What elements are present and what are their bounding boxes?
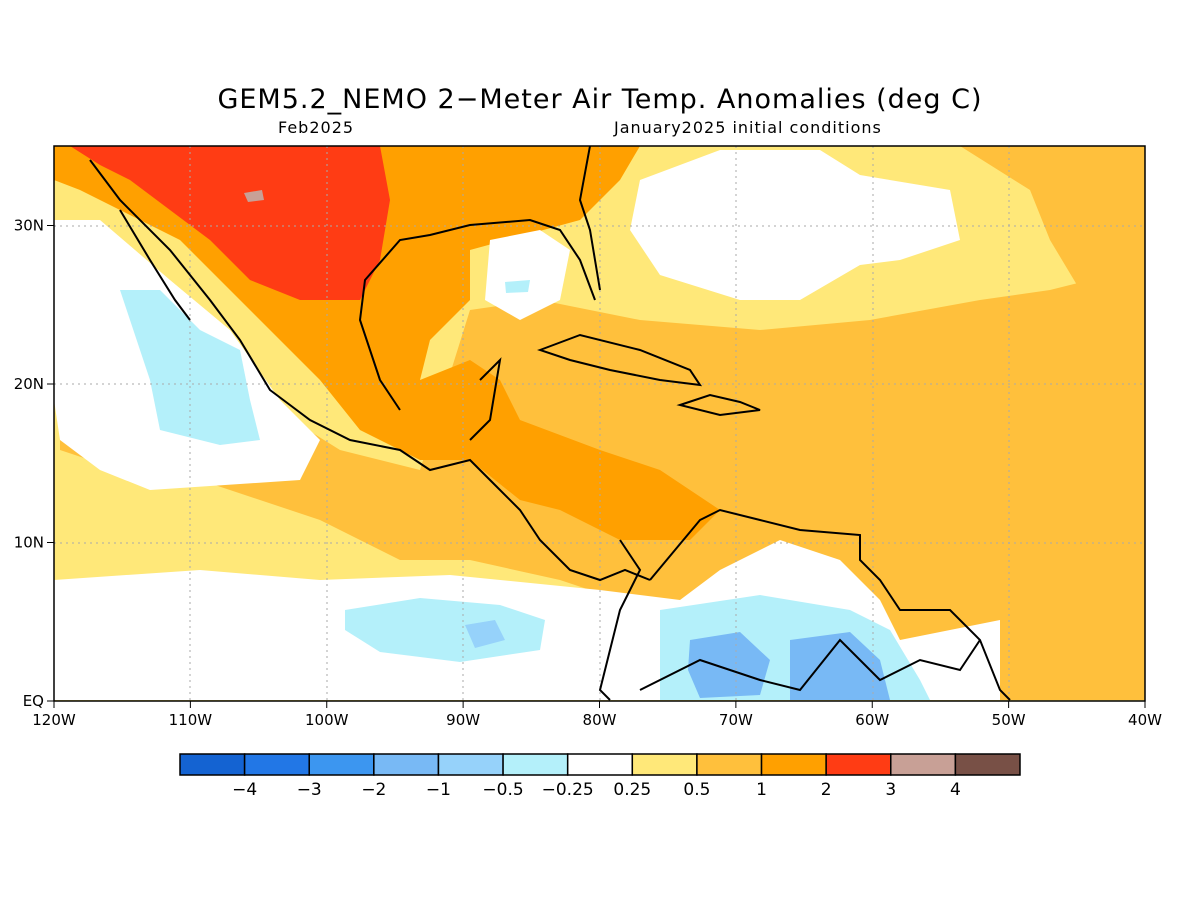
colorbar-label: −2: [361, 780, 386, 800]
colorbar-swatch: [696, 753, 763, 776]
lon-tick-label: 70W: [719, 711, 753, 729]
lon-tick-label: 40W: [1128, 711, 1162, 729]
colorbar-swatch: [954, 753, 1021, 776]
map-title: GEM5.2_NEMO 2−Meter Air Temp. Anomalies …: [217, 84, 983, 115]
colorbar-label: −3: [297, 780, 322, 800]
lon-tick-label: 110W: [169, 711, 213, 729]
colorbar-swatch: [502, 753, 569, 776]
lat-tick-label: 30N: [14, 217, 44, 235]
colorbar-label: 1: [756, 780, 767, 800]
slight-cool-region: [120, 290, 260, 445]
lon-tick-label: 60W: [855, 711, 889, 729]
lat-tick-label: 20N: [14, 375, 44, 393]
graticule: [54, 146, 1145, 701]
neutral-region: [485, 230, 570, 320]
colorbar-swatch: [437, 753, 504, 776]
colorbar-label: 2: [821, 780, 832, 800]
lat-tick-label: EQ: [23, 692, 44, 710]
latitude-axis: EQ 10N 20N 30N: [14, 217, 54, 710]
colorbar-swatch: [179, 753, 246, 776]
lon-tick-label: 50W: [992, 711, 1026, 729]
colorbar-label: 0.25: [613, 780, 651, 800]
lat-tick-label: 10N: [14, 534, 44, 552]
colorbar-label: −4: [232, 780, 257, 800]
subtitle-forecast-month: Feb2025: [278, 118, 355, 137]
colorbar-swatch: [308, 753, 375, 776]
anomaly-shading: [54, 146, 1145, 701]
neutral-region: [630, 150, 960, 300]
colorbar: −4 −3 −2 −1 −0.5 −0.25 0.25 0.5 1 2 3 4: [179, 753, 1021, 800]
colorbar-label: −0.5: [482, 780, 523, 800]
lon-tick-label: 100W: [305, 711, 349, 729]
colorbar-swatch: [566, 753, 634, 776]
colorbar-label: −0.25: [542, 780, 594, 800]
colorbar-swatch: [760, 753, 827, 776]
lon-tick-label: 120W: [32, 711, 76, 729]
colorbar-swatch: [373, 753, 440, 776]
colorbar-swatch: [631, 753, 698, 776]
colorbar-swatch: [890, 753, 957, 776]
cool-region: [688, 632, 770, 698]
slight-cool-region: [505, 280, 530, 293]
mild-warm-region: [960, 146, 1145, 300]
lon-tick-label: 90W: [446, 711, 480, 729]
coastlines: [89, 146, 1011, 701]
very-warm-region: [70, 146, 390, 300]
slight-cool-region: [345, 598, 545, 662]
extreme-warm-spot: [244, 190, 264, 202]
colorbar-label: 0.5: [683, 780, 710, 800]
lon-tick-label: 80W: [583, 711, 617, 729]
longitude-axis: 120W 110W 100W 90W 80W 70W 60W 50W 40W: [32, 701, 1162, 729]
colorbar-label: 4: [950, 780, 961, 800]
colorbar-swatch: [825, 753, 892, 776]
colorbar-swatch: [243, 753, 310, 776]
cool-region: [790, 632, 890, 700]
cool-region: [465, 620, 505, 648]
subtitle-initial-conditions: January2025 initial conditions: [614, 118, 882, 137]
colorbar-label: 3: [885, 780, 896, 800]
colorbar-label: −1: [426, 780, 451, 800]
